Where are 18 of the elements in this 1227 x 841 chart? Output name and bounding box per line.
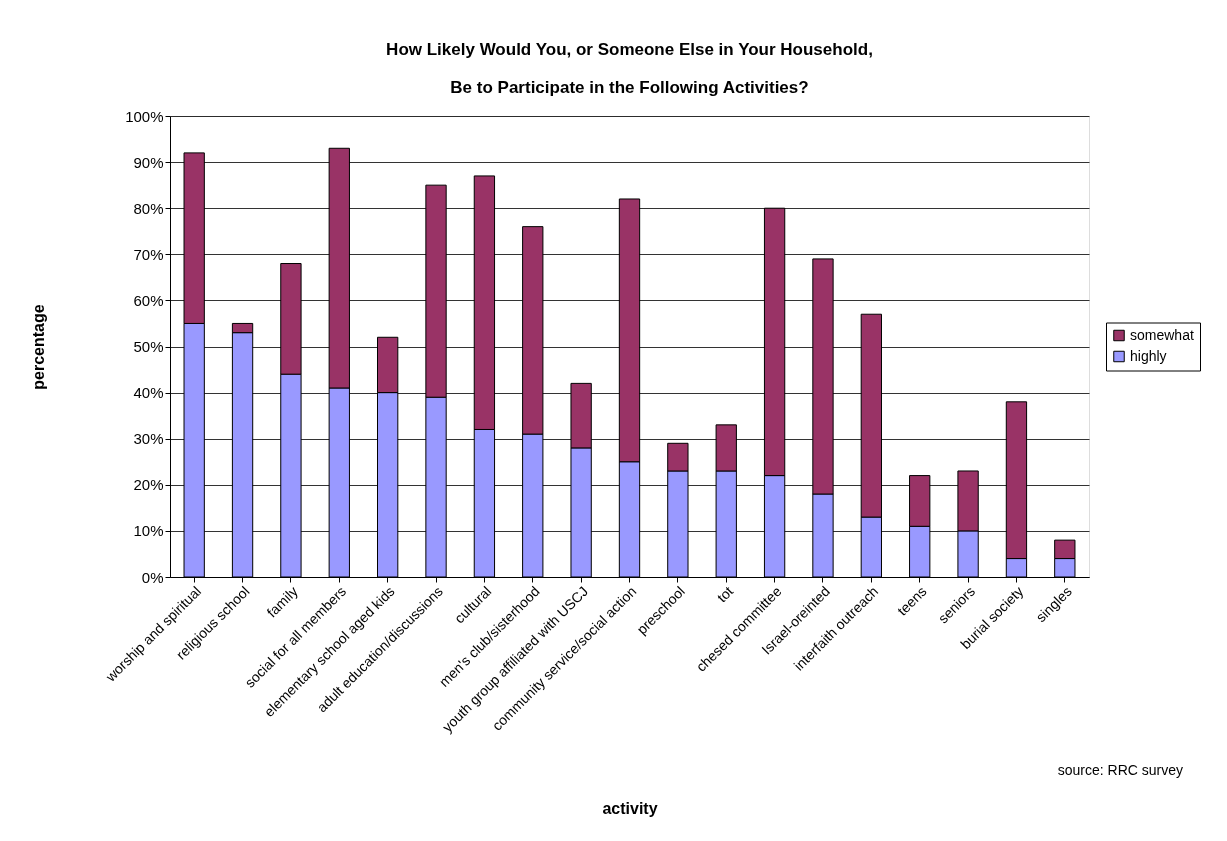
legend-label: somewhat — [1130, 326, 1194, 343]
legend-label: highly — [1130, 347, 1167, 364]
y-tick-label: 10% — [133, 522, 164, 540]
y-tick-label: 70% — [133, 245, 164, 263]
y-tick-label: 0% — [141, 568, 164, 586]
y-axis-title: percentage — [30, 304, 48, 390]
chart-title: How Likely Would You, or Someone Else in Your Household, Be to Participate in the Following Activities? — [386, 40, 873, 97]
y-tick-label: 50% — [133, 338, 164, 355]
y-tick-label: 40% — [133, 384, 164, 402]
y-tick-label: 80% — [133, 199, 164, 217]
x-tick-label: tot — [713, 583, 737, 606]
y-tick-label: 20% — [133, 476, 164, 494]
y-tick-label: 90% — [133, 153, 164, 171]
source-note: source: RRC survey — [1057, 762, 1183, 778]
y-tick-label: 60% — [133, 291, 164, 309]
x-axis-title: activity — [602, 800, 658, 818]
y-tick-label: 30% — [133, 430, 164, 448]
y-tick-label: 100% — [125, 107, 164, 125]
